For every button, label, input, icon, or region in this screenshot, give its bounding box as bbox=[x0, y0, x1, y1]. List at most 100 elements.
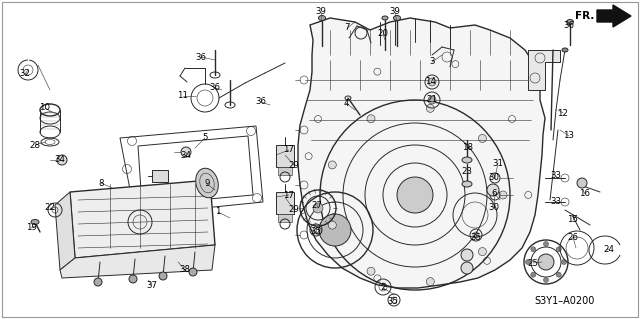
Text: 38: 38 bbox=[179, 265, 191, 275]
Ellipse shape bbox=[31, 219, 39, 225]
Circle shape bbox=[479, 248, 486, 256]
Text: 28: 28 bbox=[29, 140, 40, 150]
Circle shape bbox=[556, 247, 561, 252]
Text: 14: 14 bbox=[426, 78, 436, 86]
Text: 1: 1 bbox=[215, 207, 221, 217]
Text: 30: 30 bbox=[488, 174, 499, 182]
Circle shape bbox=[94, 278, 102, 286]
Circle shape bbox=[319, 214, 351, 246]
Circle shape bbox=[499, 191, 507, 199]
Circle shape bbox=[487, 184, 499, 196]
Text: 19: 19 bbox=[26, 224, 36, 233]
Bar bbox=[276, 145, 294, 167]
Circle shape bbox=[531, 247, 536, 252]
Circle shape bbox=[189, 268, 197, 276]
Text: 30: 30 bbox=[488, 204, 499, 212]
Text: 29: 29 bbox=[289, 205, 300, 214]
Text: 35: 35 bbox=[470, 234, 481, 242]
Text: 23: 23 bbox=[461, 167, 472, 176]
Polygon shape bbox=[70, 180, 215, 258]
Text: 36: 36 bbox=[563, 20, 575, 29]
Text: 16: 16 bbox=[579, 189, 591, 198]
Circle shape bbox=[461, 249, 473, 261]
Circle shape bbox=[57, 155, 67, 165]
Text: 5: 5 bbox=[202, 133, 208, 143]
Circle shape bbox=[428, 78, 436, 86]
Circle shape bbox=[367, 115, 375, 123]
Bar bbox=[278, 167, 292, 175]
Text: 37: 37 bbox=[147, 280, 157, 290]
Circle shape bbox=[538, 254, 554, 270]
Ellipse shape bbox=[566, 19, 573, 25]
Circle shape bbox=[397, 177, 433, 213]
Text: 15: 15 bbox=[568, 216, 579, 225]
Text: 20: 20 bbox=[378, 29, 388, 39]
Text: 7: 7 bbox=[344, 24, 349, 33]
Ellipse shape bbox=[196, 168, 218, 198]
Text: 24: 24 bbox=[604, 244, 614, 254]
Polygon shape bbox=[60, 245, 215, 278]
Circle shape bbox=[328, 221, 336, 229]
Bar bbox=[278, 214, 292, 222]
Text: 17: 17 bbox=[284, 145, 294, 154]
Text: 26: 26 bbox=[568, 233, 579, 241]
Text: 33: 33 bbox=[550, 197, 561, 205]
Circle shape bbox=[543, 278, 548, 283]
Text: 2: 2 bbox=[380, 284, 386, 293]
Circle shape bbox=[461, 262, 473, 274]
Ellipse shape bbox=[394, 16, 401, 20]
Text: 3: 3 bbox=[429, 57, 435, 66]
Text: 36: 36 bbox=[195, 53, 207, 62]
Circle shape bbox=[561, 259, 566, 264]
Polygon shape bbox=[597, 5, 631, 27]
Circle shape bbox=[129, 275, 137, 283]
Text: 17: 17 bbox=[284, 190, 294, 199]
Circle shape bbox=[543, 241, 548, 247]
Text: 6: 6 bbox=[492, 189, 497, 197]
Circle shape bbox=[181, 147, 191, 157]
Circle shape bbox=[313, 203, 323, 213]
Text: 13: 13 bbox=[563, 131, 575, 140]
Circle shape bbox=[367, 267, 375, 275]
Text: 36: 36 bbox=[255, 98, 266, 107]
Circle shape bbox=[525, 259, 531, 264]
Text: 31: 31 bbox=[493, 159, 504, 167]
Circle shape bbox=[159, 272, 167, 280]
Bar bbox=[152, 170, 168, 182]
Text: 11: 11 bbox=[177, 92, 189, 100]
Text: 18: 18 bbox=[463, 144, 474, 152]
Text: 29: 29 bbox=[289, 160, 300, 169]
Ellipse shape bbox=[462, 157, 472, 163]
Polygon shape bbox=[55, 192, 75, 270]
Text: 8: 8 bbox=[99, 179, 104, 188]
Circle shape bbox=[428, 96, 436, 104]
Text: 32: 32 bbox=[19, 70, 31, 78]
Ellipse shape bbox=[382, 16, 388, 20]
Text: FR.: FR. bbox=[575, 11, 595, 21]
Text: 25: 25 bbox=[527, 258, 538, 268]
Text: 10: 10 bbox=[40, 103, 51, 113]
Text: 4: 4 bbox=[343, 99, 349, 108]
Polygon shape bbox=[528, 50, 560, 90]
Text: 36: 36 bbox=[209, 84, 221, 93]
Text: 27: 27 bbox=[312, 201, 323, 210]
Text: 21: 21 bbox=[426, 95, 438, 105]
Text: 22: 22 bbox=[45, 204, 56, 212]
Text: 33: 33 bbox=[550, 172, 561, 181]
Circle shape bbox=[426, 278, 435, 286]
Text: 9: 9 bbox=[204, 180, 210, 189]
Circle shape bbox=[577, 178, 587, 188]
Circle shape bbox=[328, 161, 336, 169]
Circle shape bbox=[426, 104, 435, 112]
Text: 35: 35 bbox=[387, 296, 399, 306]
Circle shape bbox=[531, 272, 536, 277]
Text: 39: 39 bbox=[390, 8, 401, 17]
Ellipse shape bbox=[562, 48, 568, 52]
Text: 39: 39 bbox=[316, 8, 326, 17]
Polygon shape bbox=[298, 18, 545, 288]
Text: 34: 34 bbox=[54, 155, 65, 165]
Ellipse shape bbox=[462, 181, 472, 187]
Circle shape bbox=[556, 272, 561, 277]
Ellipse shape bbox=[319, 16, 326, 20]
Text: 35: 35 bbox=[310, 227, 321, 236]
